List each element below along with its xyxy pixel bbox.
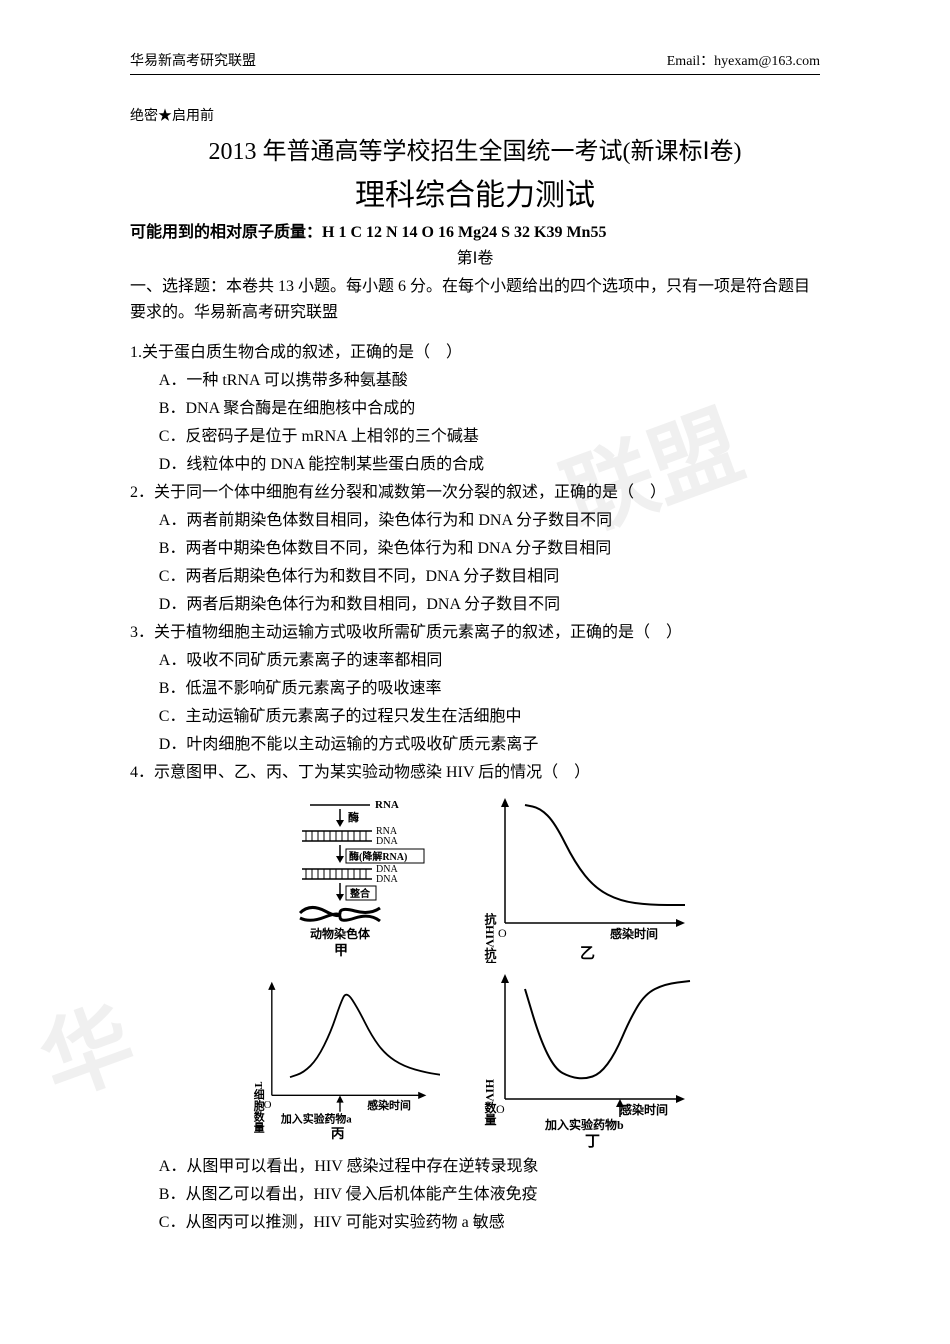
label-enzyme2: 酶(降解RNA) bbox=[349, 850, 407, 863]
caption-ding: 丁 bbox=[585, 1134, 600, 1149]
q3-option-b: B．低温不影响矿质元素离子的吸收速率 bbox=[130, 675, 820, 703]
label-rna: RNA bbox=[375, 799, 399, 811]
caption-yi: 乙 bbox=[580, 946, 595, 962]
caption-bing: 丙 bbox=[331, 1126, 345, 1141]
q2-stem: 2．关于同一个体中细胞有丝分裂和减数第一次分裂的叙述，正确的是（ ） bbox=[130, 479, 820, 507]
q4-option-b: B．从图乙可以看出，HIV 侵入后机体能产生体液免疫 bbox=[130, 1181, 820, 1209]
ding-ylabel: HIV数量 bbox=[483, 1079, 497, 1126]
q4-option-a: A．从图甲可以看出，HIV 感染过程中存在逆转录现象 bbox=[130, 1153, 820, 1181]
q1-option-c: C．反密码子是位于 mRNA 上相邻的三个碱基 bbox=[130, 423, 820, 451]
header-left: 华易新高考研究联盟 bbox=[130, 50, 256, 70]
q2-option-b: B．两者中期染色体数目不同，染色体行为和 DNA 分子数目相同 bbox=[130, 535, 820, 563]
caption-jia: 甲 bbox=[334, 943, 348, 959]
figure-jia: RNA 酶 RNA DNA bbox=[240, 793, 440, 963]
figure-jia-svg: RNA 酶 RNA DNA bbox=[240, 793, 440, 963]
figure-ding: O HIV数量 感染时间 加入实验药物b 丁 bbox=[470, 969, 710, 1149]
figure-bing: O T细胞数量 感染时间 加入实验药物a 丙 bbox=[240, 969, 440, 1149]
ding-xlabel: 感染时间 bbox=[620, 1102, 668, 1117]
figure-yi: O 抗HIV抗体水平 感染时间 乙 bbox=[470, 793, 710, 963]
exam-title-line2: 理科综合能力测试 bbox=[130, 170, 820, 214]
figure-bing-svg: O T细胞数量 感染时间 加入实验药物a 丙 bbox=[240, 969, 440, 1149]
origin-o3: O bbox=[496, 1102, 505, 1116]
bing-xlabel: 感染时间 bbox=[367, 1098, 411, 1112]
question-4: 4．示意图甲、乙、丙、丁为某实验动物感染 HIV 后的情况（ ） RNA 酶 bbox=[130, 759, 820, 1237]
q4-option-c: C．从图丙可以推测，HIV 可能对实验药物 a 敏感 bbox=[130, 1209, 820, 1237]
q1-option-d: D．线粒体中的 DNA 能控制某些蛋白质的合成 bbox=[130, 451, 820, 479]
bing-ylabel: T细胞数量 bbox=[252, 1082, 264, 1133]
q3-option-a: A．吸收不同矿质元素离子的速率都相同 bbox=[130, 647, 820, 675]
q1-stem: 1.关于蛋白质生物合成的叙述，正确的是（ ） bbox=[130, 339, 820, 367]
question-1: 1.关于蛋白质生物合成的叙述，正确的是（ ） A．一种 tRNA 可以携带多种氨… bbox=[130, 339, 820, 479]
question-2: 2．关于同一个体中细胞有丝分裂和减数第一次分裂的叙述，正确的是（ ） A．两者前… bbox=[130, 479, 820, 619]
q2-option-a: A．两者前期染色体数目相同，染色体行为和 DNA 分子数目不同 bbox=[130, 507, 820, 535]
origin-o: O bbox=[498, 926, 507, 940]
q3-stem: 3．关于植物细胞主动运输方式吸收所需矿质元素离子的叙述，正确的是（ ） bbox=[130, 619, 820, 647]
q2-option-c: C．两者后期染色体行为和数目不同，DNA 分子数目相同 bbox=[130, 563, 820, 591]
secret-line: 绝密★启用前 bbox=[130, 105, 820, 125]
yi-ylabel: 抗HIV抗体水平 bbox=[483, 912, 497, 963]
q3-option-c: C．主动运输矿质元素离子的过程只发生在活细胞中 bbox=[130, 703, 820, 731]
page-header: 华易新高考研究联盟 Email：hyexam@163.com bbox=[130, 50, 820, 70]
q1-option-a: A．一种 tRNA 可以携带多种氨基酸 bbox=[130, 367, 820, 395]
bing-arrow-label: 加入实验药物a bbox=[280, 1112, 352, 1126]
section-instructions: 一、选择题：本卷共 13 小题。每小题 6 分。在每个小题给出的四个选项中，只有… bbox=[130, 274, 820, 325]
origin-o2: O bbox=[264, 1099, 272, 1111]
label-integrate: 整合 bbox=[349, 887, 371, 900]
figures-container: RNA 酶 RNA DNA bbox=[130, 793, 820, 1149]
exam-title-line1: 2013 年普通高等学校招生全国统一考试(新课标Ⅰ卷) bbox=[130, 131, 820, 166]
q3-option-d: D．叶肉细胞不能以主动运输的方式吸收矿质元素离子 bbox=[130, 731, 820, 759]
ding-arrow-label: 加入实验药物b bbox=[544, 1117, 624, 1132]
page: 华 联盟 华易新高考研究联盟 Email：hyexam@163.com 绝密★启… bbox=[0, 0, 950, 1267]
yi-xlabel: 感染时间 bbox=[610, 926, 658, 941]
figure-ding-svg: O HIV数量 感染时间 加入实验药物b 丁 bbox=[470, 969, 710, 1149]
label-dna3: DNA bbox=[376, 874, 398, 885]
header-right: Email：hyexam@163.com bbox=[667, 50, 820, 70]
figures-grid: RNA 酶 RNA DNA bbox=[240, 793, 710, 1149]
q2-option-d: D．两者后期染色体行为和数目相同，DNA 分子数目不同 bbox=[130, 591, 820, 619]
label-dna1: DNA bbox=[376, 836, 398, 847]
question-3: 3．关于植物细胞主动运输方式吸收所需矿质元素离子的叙述，正确的是（ ） A．吸收… bbox=[130, 619, 820, 759]
figure-yi-svg: O 抗HIV抗体水平 感染时间 乙 bbox=[470, 793, 710, 963]
q4-stem: 4．示意图甲、乙、丙、丁为某实验动物感染 HIV 后的情况（ ） bbox=[130, 759, 820, 787]
q1-option-b: B．DNA 聚合酶是在细胞核中合成的 bbox=[130, 395, 820, 423]
atomic-mass-line: 可能用到的相对原子质量：H 1 C 12 N 14 O 16 Mg24 S 32… bbox=[130, 218, 820, 242]
label-enzyme1: 酶 bbox=[348, 810, 359, 824]
header-rule bbox=[130, 74, 820, 75]
label-chromosome: 动物染色体 bbox=[310, 926, 371, 941]
volume-label: 第Ⅰ卷 bbox=[130, 244, 820, 268]
